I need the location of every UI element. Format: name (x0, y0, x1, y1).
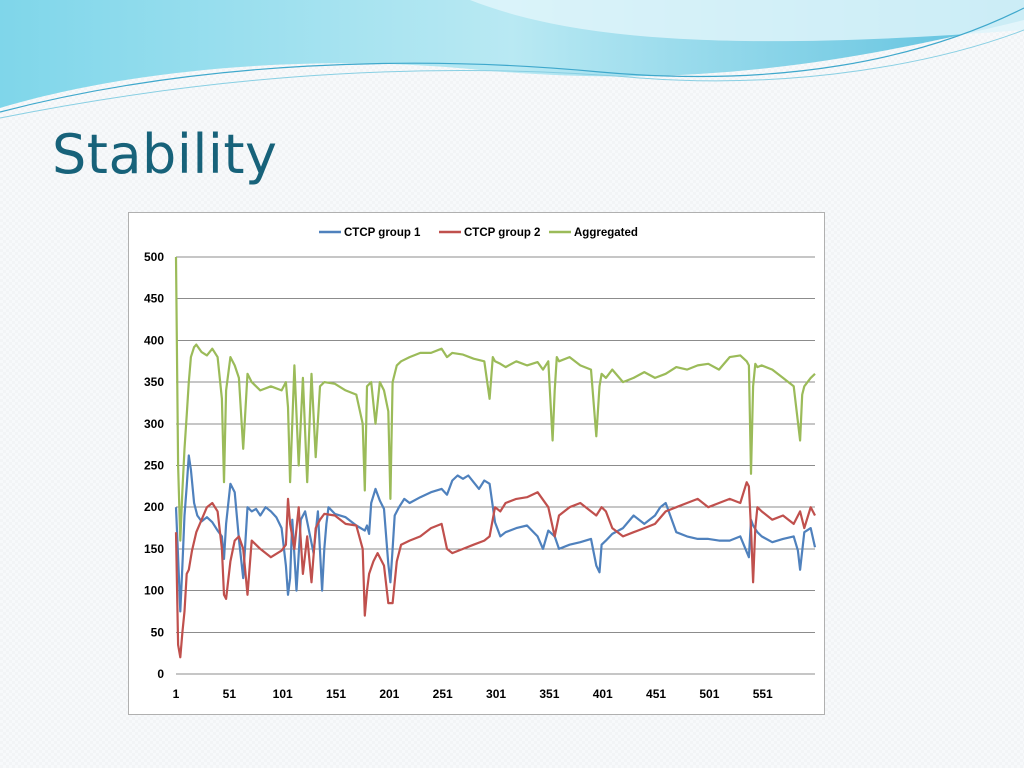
series-line-1 (174, 454, 817, 613)
legend-label-1: CTCP group 1 (344, 227, 421, 239)
y-tick-label: 400 (144, 333, 164, 347)
y-tick-label: 300 (144, 417, 164, 431)
wave-line (0, 29, 1024, 119)
y-tick-label: 250 (144, 459, 164, 473)
x-tick-label: 251 (433, 687, 453, 701)
y-tick-label: 150 (144, 542, 164, 556)
y-tick-label: 350 (144, 375, 164, 389)
legend-label-3: Aggregated (574, 227, 638, 239)
chart-area: 0 50 100 150 200 250 300 350 400 450 500 1 51 101 151 2… (128, 212, 825, 715)
x-tick-label: 1 (173, 687, 180, 701)
x-tick-label: 351 (539, 687, 559, 701)
y-tick-label: 0 (157, 667, 164, 681)
y-tick-label: 200 (144, 500, 164, 514)
x-tick-label: 551 (753, 687, 773, 701)
wave-line (0, 7, 1024, 113)
legend-label-2: CTCP group 2 (464, 227, 540, 239)
y-tick-label: 50 (151, 625, 165, 639)
x-tick-label: 201 (379, 687, 399, 701)
x-tick-label: 301 (486, 687, 506, 701)
slide-title: Stability (52, 123, 278, 186)
y-tick-label: 500 (144, 250, 164, 264)
x-tick-label: 51 (223, 687, 237, 701)
wave-highlight (470, 0, 1024, 42)
x-tick-label: 101 (273, 687, 293, 701)
x-tick-label: 451 (646, 687, 666, 701)
x-tick-label: 151 (326, 687, 346, 701)
header-wave-banner (0, 0, 1024, 119)
x-tick-label: 401 (593, 687, 613, 701)
y-tick-label: 450 (144, 292, 164, 306)
x-tick-label: 501 (699, 687, 719, 701)
series-line-3 (174, 256, 816, 542)
y-tick-label: 100 (144, 584, 164, 598)
series-line-2 (174, 481, 816, 659)
